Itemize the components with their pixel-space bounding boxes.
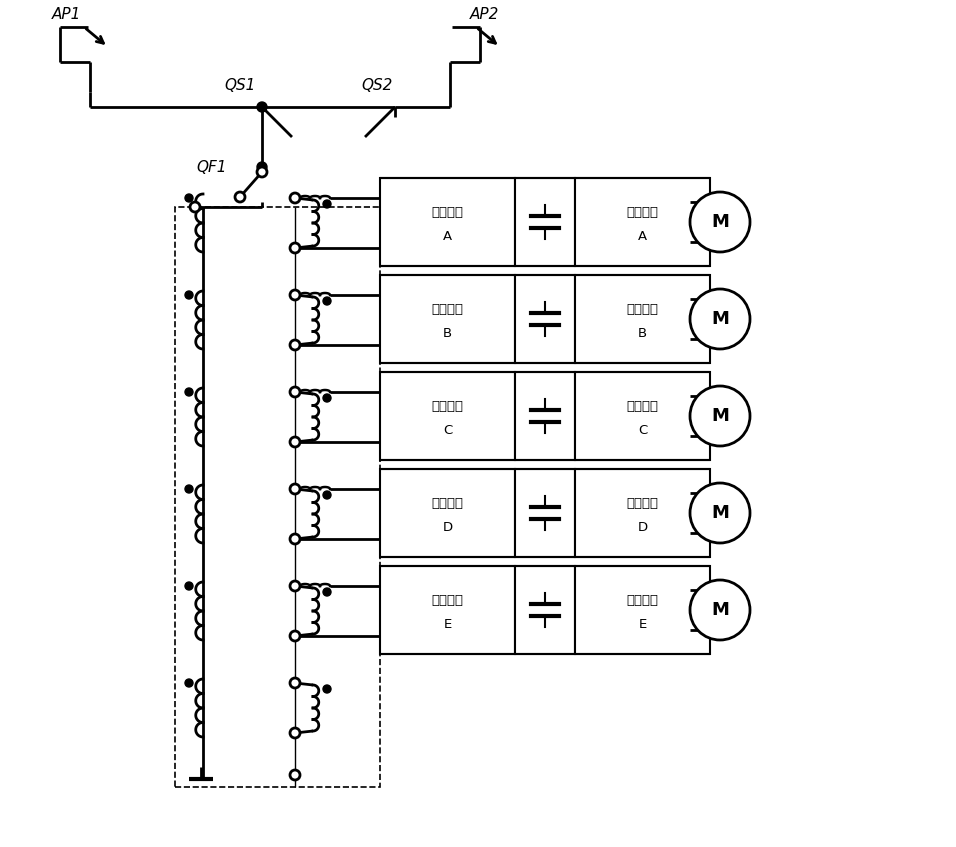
Bar (515, 178, 575, 266)
Text: AP1: AP1 (52, 7, 81, 22)
Text: B: B (443, 326, 452, 340)
Circle shape (290, 678, 300, 688)
Text: E: E (444, 617, 451, 630)
Circle shape (185, 679, 193, 687)
Text: C: C (638, 424, 647, 436)
Text: M: M (711, 310, 728, 328)
Text: 整流单元: 整流单元 (431, 206, 464, 219)
Text: M: M (711, 407, 728, 425)
Circle shape (257, 102, 267, 112)
Text: C: C (443, 424, 452, 436)
Circle shape (290, 290, 300, 300)
Circle shape (185, 194, 193, 202)
Bar (515, 275, 575, 363)
Circle shape (290, 387, 300, 397)
Text: M: M (711, 601, 728, 619)
Circle shape (290, 631, 300, 641)
Circle shape (257, 167, 267, 177)
Text: 整流单元: 整流单元 (431, 594, 464, 606)
Text: 逆变单元: 逆变单元 (626, 496, 659, 510)
Circle shape (323, 394, 331, 402)
Bar (575, 469, 710, 557)
Text: E: E (639, 617, 646, 630)
Text: QS1: QS1 (225, 78, 255, 93)
Text: QS2: QS2 (361, 78, 393, 93)
Text: 逆变单元: 逆变单元 (626, 206, 659, 219)
Circle shape (690, 580, 750, 640)
Bar (380, 469, 515, 557)
Circle shape (323, 685, 331, 693)
Text: QF1: QF1 (197, 159, 228, 174)
Circle shape (323, 297, 331, 305)
Circle shape (690, 289, 750, 349)
Bar (380, 566, 515, 654)
Circle shape (290, 340, 300, 350)
Bar (175, 207, 380, 787)
Text: 整流单元: 整流单元 (431, 302, 464, 315)
Text: D: D (638, 521, 647, 534)
Circle shape (185, 485, 193, 493)
Text: A: A (443, 230, 452, 242)
Bar (575, 566, 710, 654)
Bar (575, 178, 710, 266)
Text: 逆变单元: 逆变单元 (626, 302, 659, 315)
Circle shape (323, 588, 331, 596)
Bar (575, 372, 710, 460)
Circle shape (185, 388, 193, 396)
Bar (380, 372, 515, 460)
Circle shape (690, 192, 750, 252)
Circle shape (323, 200, 331, 208)
Circle shape (185, 582, 193, 590)
Text: A: A (638, 230, 647, 242)
Circle shape (290, 770, 300, 780)
Circle shape (290, 193, 300, 203)
Bar (515, 469, 575, 557)
Text: D: D (443, 521, 452, 534)
Circle shape (290, 581, 300, 591)
Text: AP2: AP2 (470, 7, 499, 22)
Bar (515, 372, 575, 460)
Circle shape (290, 484, 300, 494)
Circle shape (257, 162, 267, 172)
Bar (575, 275, 710, 363)
Text: 逆变单元: 逆变单元 (626, 594, 659, 606)
Text: M: M (711, 213, 728, 231)
Circle shape (190, 202, 200, 212)
Circle shape (290, 534, 300, 544)
Circle shape (290, 437, 300, 447)
Circle shape (235, 192, 245, 202)
Circle shape (690, 483, 750, 543)
Text: 逆变单元: 逆变单元 (626, 400, 659, 412)
Text: B: B (638, 326, 647, 340)
Circle shape (185, 291, 193, 299)
Bar (380, 275, 515, 363)
Text: 整流单元: 整流单元 (431, 400, 464, 412)
Bar (515, 566, 575, 654)
Text: 整流单元: 整流单元 (431, 496, 464, 510)
Circle shape (323, 491, 331, 499)
Bar (380, 178, 515, 266)
Circle shape (690, 386, 750, 446)
Circle shape (290, 243, 300, 253)
Circle shape (290, 728, 300, 738)
Text: M: M (711, 504, 728, 522)
